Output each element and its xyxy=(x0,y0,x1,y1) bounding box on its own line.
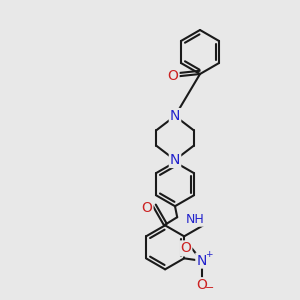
Text: N: N xyxy=(170,109,180,123)
Text: N: N xyxy=(196,254,207,268)
Text: −: − xyxy=(205,283,214,293)
Text: N: N xyxy=(170,153,180,167)
Text: O: O xyxy=(168,69,178,83)
Text: O: O xyxy=(180,242,191,255)
Text: NH: NH xyxy=(186,213,205,226)
Text: +: + xyxy=(205,250,212,259)
Text: O: O xyxy=(196,278,207,292)
Text: O: O xyxy=(142,201,152,215)
